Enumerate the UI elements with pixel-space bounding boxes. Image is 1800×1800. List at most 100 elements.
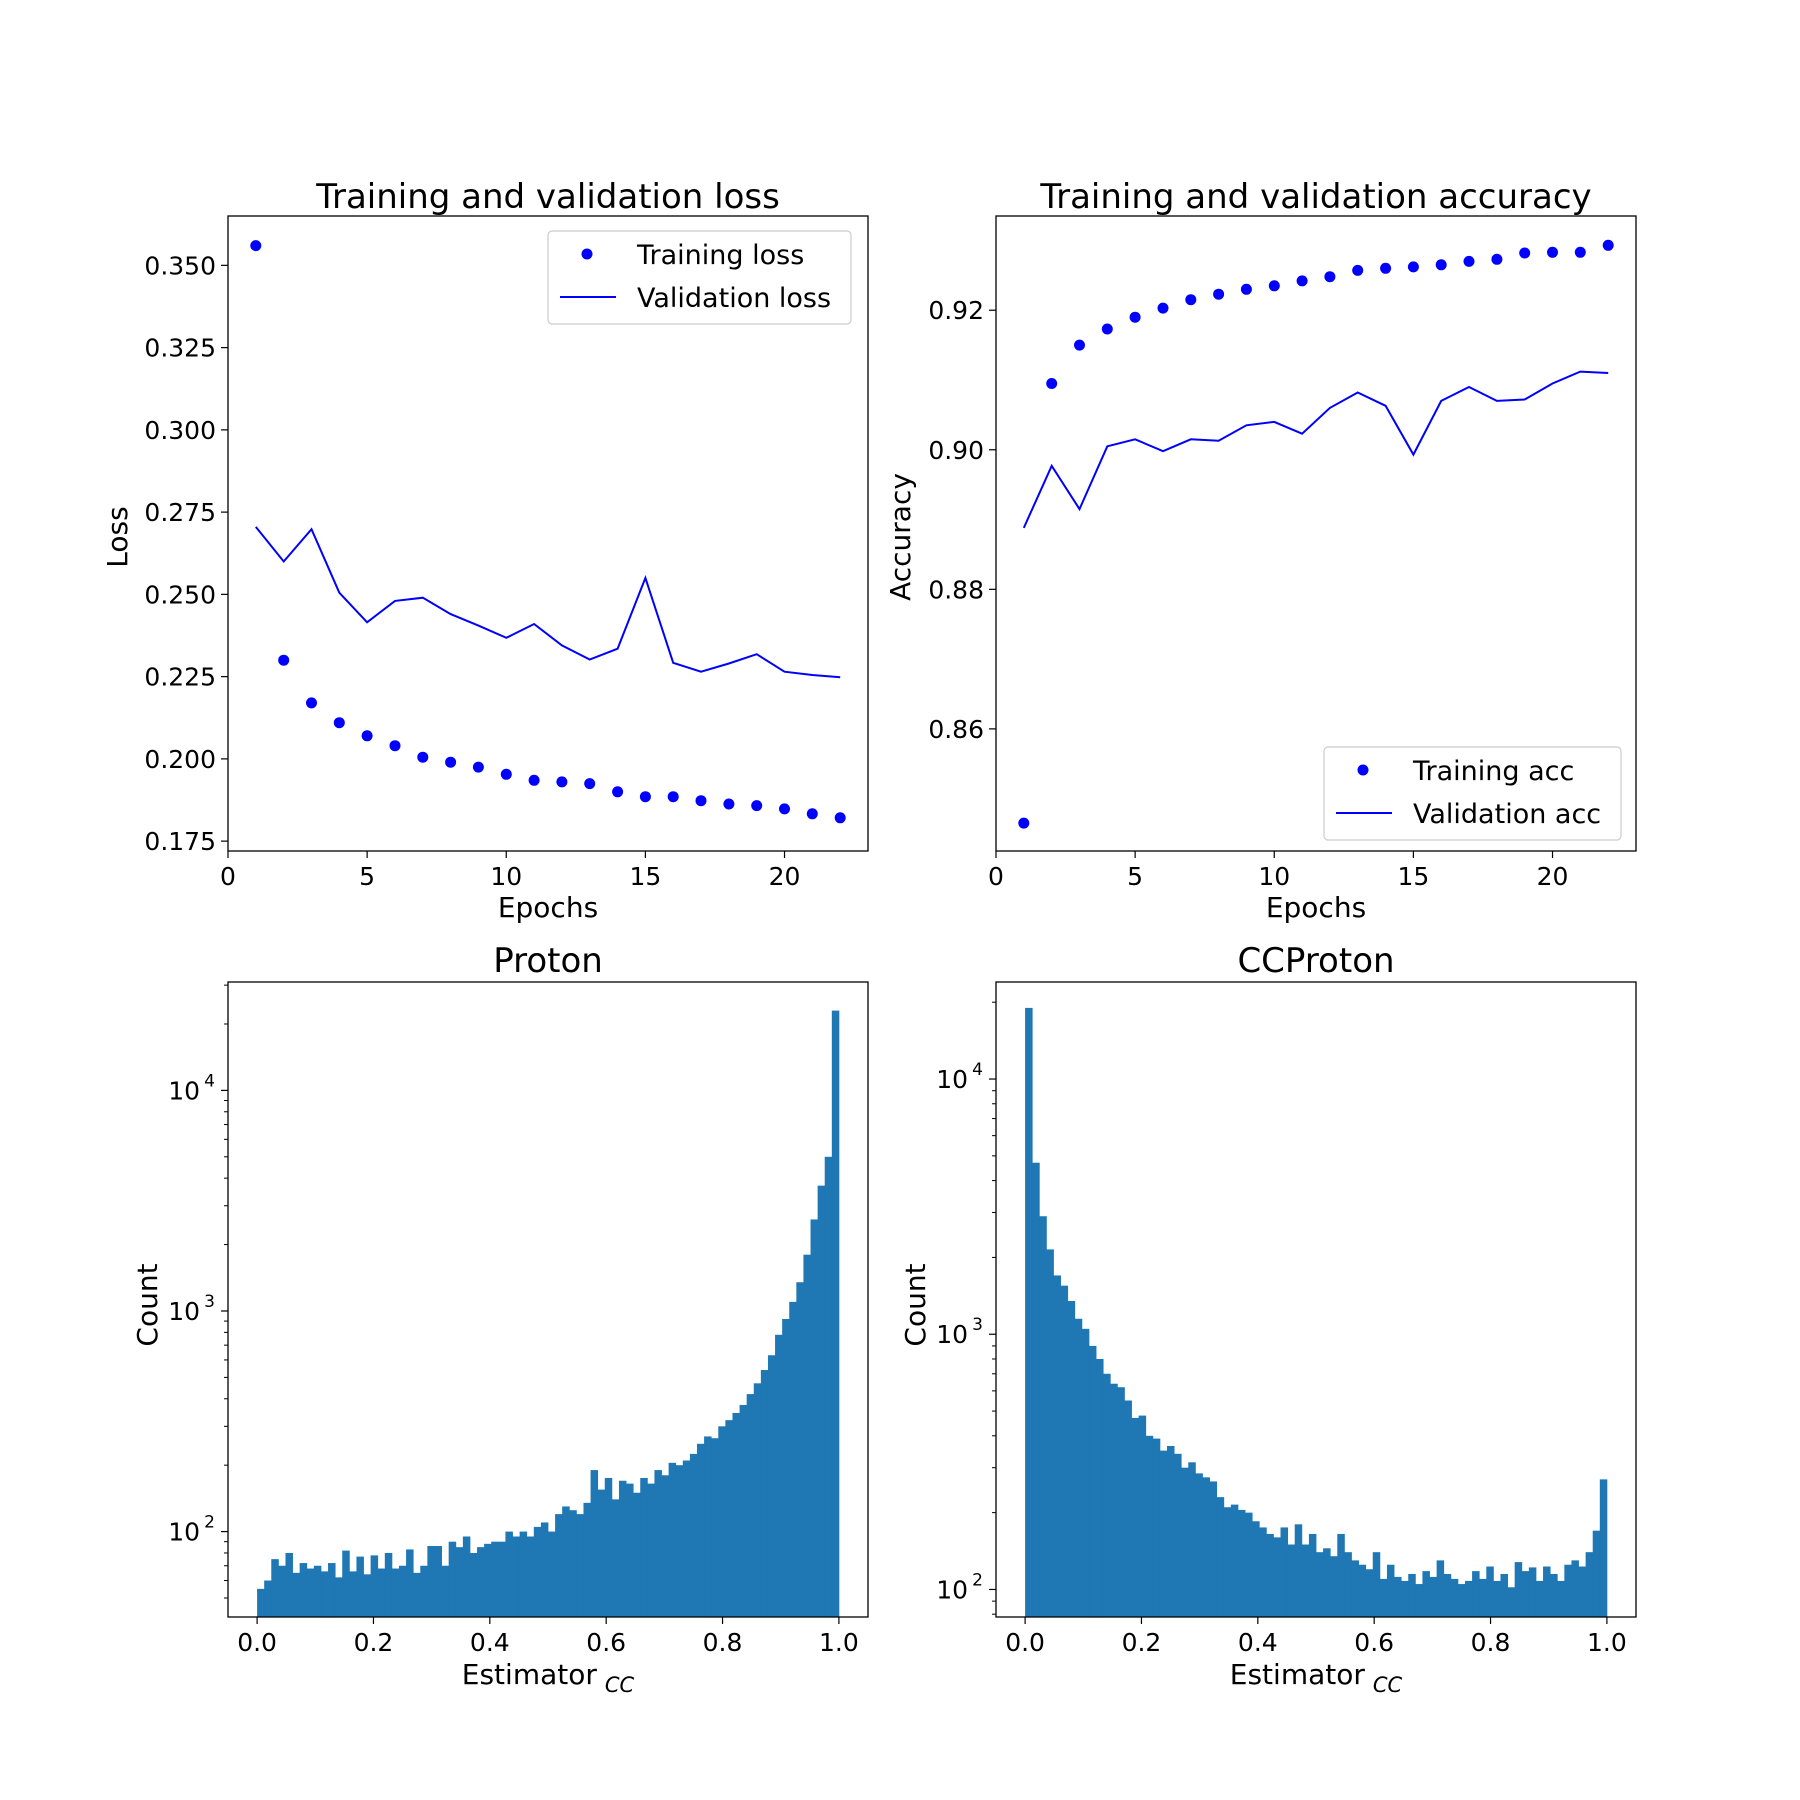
loss-series-0-point (723, 798, 735, 810)
proton-histogram-bar (370, 1555, 379, 1617)
acc-series-0-point (1240, 283, 1252, 295)
proton-histogram-bar (477, 1547, 485, 1617)
ccproton-histogram-bar (1081, 1328, 1090, 1617)
loss-series-0-point (751, 800, 763, 812)
loss-panel: Training and validation loss 0 5 10 15 20 0.… (101, 177, 869, 924)
loss-series-0-point (556, 776, 568, 788)
ccproton-histogram-bar (1230, 1504, 1239, 1617)
ccproton-histogram-bar (1145, 1435, 1154, 1617)
proton-histogram-bar (399, 1565, 407, 1617)
proton-y-tick-label: 10 (168, 1076, 200, 1105)
acc-x-tick-label: 0 (988, 862, 1004, 891)
acc-series-0-point (1463, 255, 1475, 267)
proton-histogram-bar (292, 1572, 301, 1617)
ccproton-histogram-bar (1223, 1507, 1232, 1617)
acc-series-0-point (1407, 261, 1419, 273)
accuracy-legend-box (1323, 746, 1622, 841)
ccproton-histogram-bar (1237, 1509, 1246, 1617)
ccproton-histogram-bar (1046, 1249, 1054, 1617)
ccproton-histogram-bar (1245, 1512, 1253, 1617)
ccproton-histogram-bar (1316, 1552, 1324, 1617)
ccproton-histogram-bar (1450, 1578, 1459, 1617)
proton-histogram-bar (377, 1568, 386, 1617)
proton-histogram-bar (604, 1477, 613, 1617)
acc-series-0-point (1352, 264, 1364, 276)
loss-y-tick-label: 0.275 (144, 498, 216, 527)
acc-y-tick-label: 0.92 (928, 296, 984, 325)
proton-histogram-bar (831, 1010, 840, 1617)
acc-series-1-line (1022, 370, 1609, 529)
proton-histogram-bar (299, 1563, 308, 1617)
ccproton-histogram-bar (1067, 1300, 1076, 1617)
proton-histogram-bar (626, 1483, 634, 1617)
proton-histogram-bar (661, 1475, 670, 1617)
proton-histogram-bar (562, 1506, 570, 1617)
ccproton-histogram-bar (1379, 1578, 1388, 1617)
acc-series-0-point (1574, 246, 1586, 258)
proton-histogram-bar (427, 1546, 435, 1617)
proton-histogram-bar (704, 1436, 712, 1617)
proton-histogram-bar (384, 1552, 393, 1617)
ccproton-histogram-bar (1074, 1318, 1083, 1617)
ccproton-histogram-bar (1365, 1569, 1374, 1617)
proton-histogram-bar (618, 1480, 627, 1617)
proton-histogram-bar (803, 1254, 811, 1617)
acc-series-0-point (1129, 311, 1141, 323)
acc-series-0-point (1324, 271, 1336, 283)
proton-histogram-bar (342, 1550, 350, 1617)
ccproton-axes-frame (995, 981, 1637, 1618)
ccproton-y-tick-exponent: 4 (972, 1060, 983, 1080)
proton-histogram-bar (654, 1470, 662, 1617)
ccproton-histogram-bar (1500, 1573, 1508, 1617)
proton-histogram-bar (767, 1355, 776, 1617)
loss-x-tick-label: 10 (490, 862, 522, 891)
ccproton-histogram-bar (1216, 1497, 1225, 1617)
ccproton-x-tick-label: 0.0 (1005, 1628, 1045, 1657)
ccproton-histogram-bar (1124, 1400, 1132, 1617)
loss-x-tick-label: 0 (220, 862, 236, 891)
proton-histogram-bar (328, 1563, 336, 1617)
proton-histogram-bar (363, 1574, 372, 1617)
proton-histogram-bar (335, 1577, 343, 1617)
proton-histogram-bar (491, 1541, 499, 1617)
ccproton-histogram-bar (1394, 1576, 1402, 1617)
proton-histogram-bar (533, 1526, 542, 1617)
proton-histogram-bar (746, 1394, 755, 1617)
ccproton-y-tick-exponent: 3 (972, 1315, 983, 1335)
proton-histogram-bar (257, 1588, 265, 1617)
proton-histogram-bar (810, 1219, 819, 1617)
proton-histogram-bar (462, 1536, 471, 1617)
proton-histogram-bar (640, 1477, 648, 1617)
ccproton-histogram-bar (1372, 1552, 1381, 1617)
ccproton-x-tick-label: 0.8 (1471, 1628, 1511, 1657)
acc-series-0-point (1519, 247, 1531, 259)
ccproton-histogram-bar (1032, 1162, 1040, 1617)
loss-x-tick-label: 20 (769, 862, 801, 891)
ccproton-histogram-bar (1266, 1533, 1274, 1617)
acc-x-tick-label: 10 (1258, 862, 1290, 891)
proton-histogram-bar (725, 1420, 733, 1617)
proton-histogram-bar (689, 1453, 698, 1617)
accuracy-y-label: Accuracy (884, 473, 917, 601)
loss-legend-marker-training (581, 248, 593, 260)
loss-y-tick-label: 0.200 (144, 745, 216, 774)
ccproton-histogram-bar (1486, 1566, 1494, 1617)
proton-x-label-main: Estimator (462, 1658, 598, 1691)
proton-x-tick-label: 0.8 (703, 1628, 743, 1657)
proton-histogram-bar (597, 1489, 606, 1617)
loss-series-0-point (806, 808, 818, 820)
ccproton-histogram-bar (1330, 1556, 1338, 1617)
proton-histogram-bar (505, 1531, 513, 1617)
loss-series-1-line (255, 526, 841, 679)
ccproton-histogram-bar (1195, 1473, 1203, 1617)
ccproton-histogram-bar (1550, 1573, 1558, 1617)
ccproton-histogram-bar (1564, 1564, 1572, 1617)
proton-histogram-bar (349, 1571, 357, 1617)
proton-histogram-bar (285, 1552, 293, 1617)
acc-y-tick-label: 0.86 (928, 715, 984, 744)
